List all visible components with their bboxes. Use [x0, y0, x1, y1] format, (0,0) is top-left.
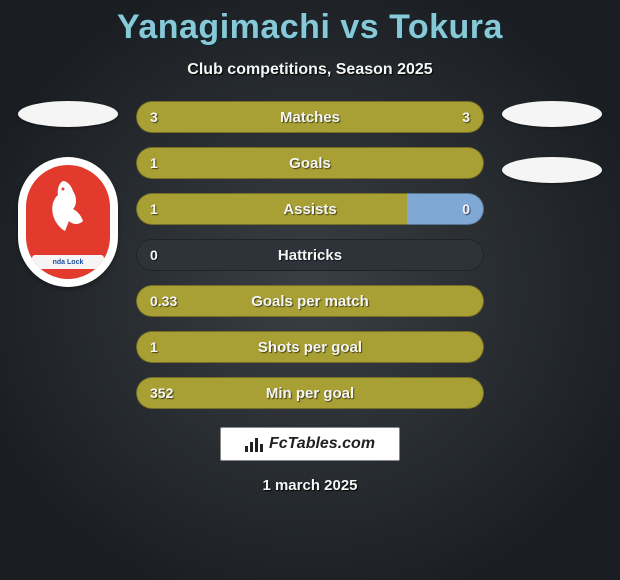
stat-label: Min per goal: [136, 377, 484, 409]
stat-bars: 33Matches 1Goals 10Assists 0Hattricks 0.33Go…: [136, 101, 484, 409]
stat-row: 352Min per goal: [136, 377, 484, 409]
stat-row: 1Goals: [136, 147, 484, 179]
badge-inner: nda Lock: [26, 165, 110, 279]
infographic: Yanagimachi vs Tokura Club competitions,…: [0, 0, 620, 580]
page-title: Yanagimachi vs Tokura: [117, 8, 503, 47]
date: 1 march 2025: [262, 477, 357, 494]
stat-label: Assists: [136, 193, 484, 225]
left-flag-icon: [18, 101, 118, 127]
stat-label: Hattricks: [136, 239, 484, 271]
crane-icon: [43, 175, 93, 239]
stat-label: Goals per match: [136, 285, 484, 317]
stat-row: 0Hattricks: [136, 239, 484, 271]
stat-row: 1Shots per goal: [136, 331, 484, 363]
brand-text: FcTables.com: [269, 435, 375, 453]
right-team-col: [502, 101, 602, 183]
stat-label: Matches: [136, 101, 484, 133]
badge-strip: nda Lock: [32, 255, 104, 269]
stat-row: 10Assists: [136, 193, 484, 225]
stat-label: Shots per goal: [136, 331, 484, 363]
right-club-oval: [502, 157, 602, 183]
left-team-col: nda Lock: [18, 101, 118, 287]
stat-row: 0.33Goals per match: [136, 285, 484, 317]
stats-area: nda Lock 33Matches 1Goals 10Assists 0Hattri…: [0, 101, 620, 409]
bars-icon: [245, 436, 263, 452]
brand-box: FcTables.com: [220, 427, 400, 461]
stat-row: 33Matches: [136, 101, 484, 133]
stat-label: Goals: [136, 147, 484, 179]
right-flag-icon: [502, 101, 602, 127]
subtitle: Club competitions, Season 2025: [187, 61, 432, 79]
left-club-badge: nda Lock: [18, 157, 118, 287]
